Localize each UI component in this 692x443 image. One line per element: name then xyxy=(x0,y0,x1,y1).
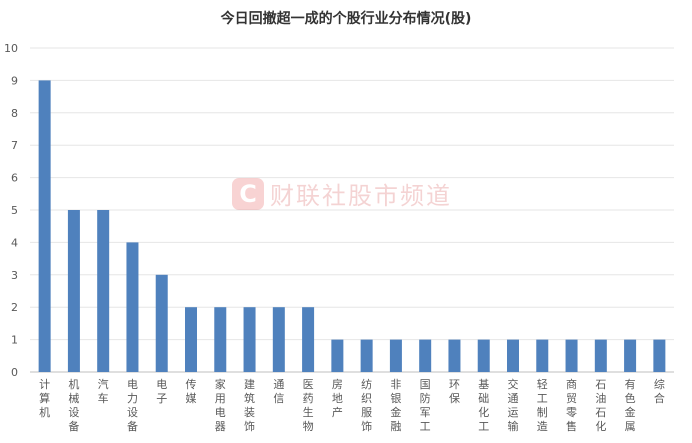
bar xyxy=(155,274,168,372)
bar xyxy=(185,307,197,372)
bar xyxy=(594,339,607,372)
bar xyxy=(126,242,139,372)
bar xyxy=(624,339,637,372)
x-tick-label: 医药生物 xyxy=(303,378,314,433)
x-tick-label: 传媒 xyxy=(186,378,197,405)
y-tick-label: 8 xyxy=(11,107,18,120)
x-tick-label: 建筑装饰 xyxy=(244,377,255,433)
bar xyxy=(214,307,227,372)
bar xyxy=(507,339,519,372)
x-tick-label: 机械设备 xyxy=(68,377,79,433)
y-tick-label: 5 xyxy=(11,204,18,217)
x-tick-label: 轻工制造 xyxy=(537,377,548,433)
x-tick-label: 房地产 xyxy=(332,378,343,419)
bar xyxy=(419,339,432,372)
y-tick-label: 1 xyxy=(11,334,18,347)
x-tick-label: 通信 xyxy=(273,378,284,405)
x-tick-label: 电力设备 xyxy=(127,378,138,433)
x-tick-label: 电子 xyxy=(156,378,167,405)
bar xyxy=(565,339,578,372)
x-tick-label: 石油石化 xyxy=(595,378,606,433)
y-tick-label: 7 xyxy=(11,139,18,152)
bar xyxy=(477,339,490,372)
x-tick-label: 综合 xyxy=(654,377,665,405)
x-tick-label: 非银金融 xyxy=(390,378,401,433)
bar xyxy=(38,80,51,373)
bar xyxy=(653,339,666,372)
bar xyxy=(448,339,461,372)
bar xyxy=(243,307,256,372)
bar xyxy=(331,339,344,372)
y-tick-label: 0 xyxy=(11,366,18,379)
bar xyxy=(389,339,402,372)
bar xyxy=(360,339,373,372)
x-tick-label: 纺织服饰 xyxy=(361,377,372,433)
bar xyxy=(67,210,80,372)
x-tick-label: 基础化工 xyxy=(478,378,489,433)
bar xyxy=(536,339,549,372)
y-tick-label: 10 xyxy=(4,42,18,55)
x-tick-label: 有色金属 xyxy=(625,377,636,433)
y-tick-label: 9 xyxy=(11,74,18,87)
x-tick-label: 汽车 xyxy=(98,377,109,405)
bar xyxy=(97,210,110,372)
y-tick-label: 6 xyxy=(11,172,18,185)
y-tick-label: 2 xyxy=(11,301,18,314)
x-tick-label: 家用电器 xyxy=(215,377,226,433)
y-tick-label: 4 xyxy=(11,236,18,249)
x-tick-label: 商贸零售 xyxy=(566,377,577,433)
chart-title: 今日回撤超一成的个股行业分布情况(股) xyxy=(220,11,472,27)
y-tick-label: 3 xyxy=(11,269,18,282)
x-tick-label: 交通运输 xyxy=(508,377,519,433)
x-tick-label: 计算机 xyxy=(39,378,50,419)
x-tick-label: 环保 xyxy=(449,378,460,405)
bar xyxy=(302,307,315,372)
x-tick-label: 国防军工 xyxy=(420,378,431,433)
bar xyxy=(272,307,285,372)
